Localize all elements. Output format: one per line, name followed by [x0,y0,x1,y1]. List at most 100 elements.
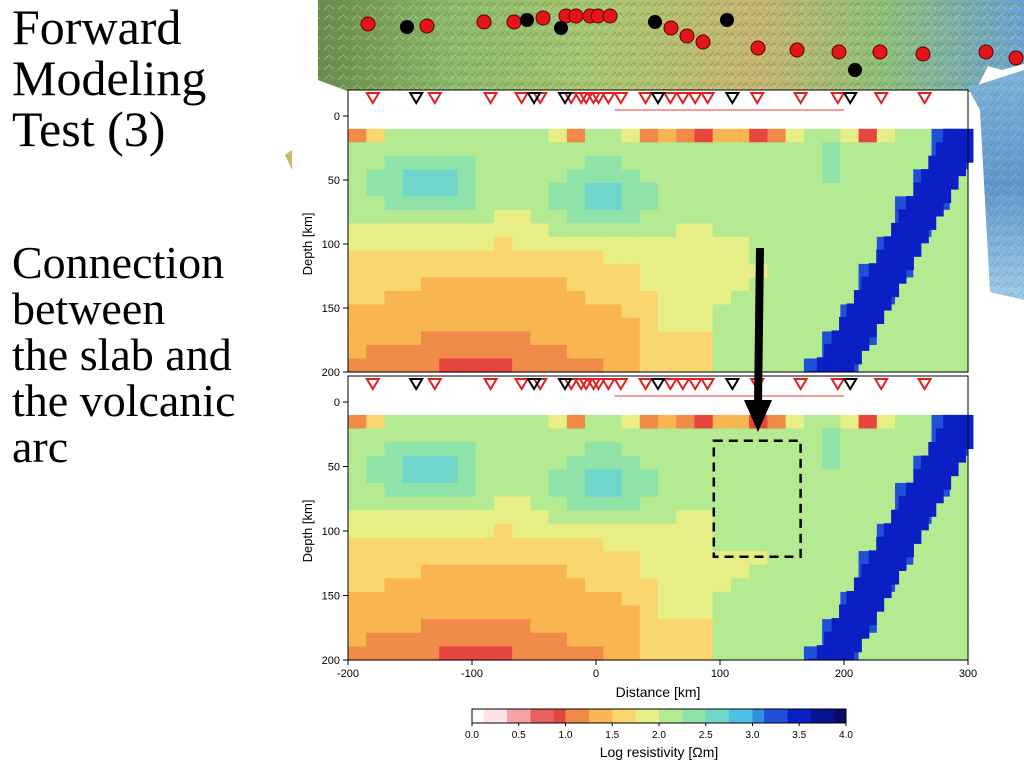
resistivity-cell [420,344,440,360]
resistivity-cell [402,455,422,470]
resistivity-cell [876,209,896,224]
resistivity-cell [585,182,604,197]
resistivity-cell [566,290,586,306]
resistivity-cell [767,442,787,457]
resistivity-cell [530,496,550,511]
resistivity-cell [475,523,495,539]
resistivity-cell [767,523,787,539]
resistivity-cell [803,209,823,224]
resistivity-cell [749,182,769,197]
resistivity-cell [803,564,823,579]
resistivity-cell [822,304,841,319]
resistivity-cell [658,564,677,579]
colorbar-swatch [472,709,485,723]
resistivity-cell [730,646,750,661]
resistivity-cell [840,277,860,292]
resistivity-cell [366,414,386,430]
site-marker-red [916,92,933,105]
resistivity-cell [530,564,550,579]
map-marker-black [848,63,862,77]
resistivity-cell [840,455,860,470]
site-marker-red [578,378,594,391]
resistivity-cell [858,250,878,265]
resistivity-cell [475,537,495,552]
resistivity-cell [931,551,951,566]
resistivity-cell [785,605,805,620]
slab-segment [943,128,952,204]
resistivity-cell [348,169,367,184]
resistivity-cell [384,537,404,552]
resistivity-cell [603,277,623,292]
resistivity-cell [621,304,641,319]
resistivity-cell [840,263,860,279]
resistivity-cell [566,155,586,170]
resistivity-cell [876,414,896,430]
resistivity-cell [475,482,495,498]
resistivity-cell [402,331,422,346]
resistivity-cell [566,632,586,647]
resistivity-cell [767,537,787,552]
resistivity-cell [694,182,714,197]
resistivity-cell [767,564,787,579]
resistivity-cell [785,169,805,184]
panel-frame [347,375,969,661]
resistivity-cell [585,442,604,457]
resistivity-cell [621,482,641,498]
resistivity-cell [384,358,404,373]
resistivity-cell [840,169,860,184]
resistivity-cell [840,442,860,457]
resistivity-cell [348,223,367,238]
resistivity-cell [822,196,841,211]
resistivity-cell [876,331,896,346]
resistivity-cell [949,358,969,373]
resistivity-cell [767,250,787,265]
colorbar-swatch [834,709,847,723]
resistivity-cell [439,510,459,525]
resistivity-cell [676,591,696,607]
resistivity-cell [767,196,787,211]
resistivity-cell [621,578,641,593]
resistivity-cell [603,646,623,661]
site-marker-red [513,92,530,105]
resistivity-cell [639,510,659,525]
resistivity-cell [895,142,914,157]
resistivity-cell [603,317,623,333]
resistivity-cell [858,182,878,197]
colorbar-tick-label: 4.0 [839,730,853,741]
resistivity-cell [530,209,550,224]
resistivity-cell [639,523,659,539]
resistivity-cell [548,358,568,373]
resistivity-cell [658,605,677,620]
resistivity-cell [785,142,805,157]
resistivity-cell [895,128,914,143]
map-marker-black [720,13,734,27]
resistivity-cell [767,223,787,238]
resistivity-cell [585,142,604,157]
resistivity-cell [530,591,550,607]
resistivity-cell [384,564,404,579]
resistivity-cell [475,344,495,360]
slab-segment [868,263,877,338]
resistivity-cell [676,331,696,346]
site-marker-black [526,92,542,105]
resistivity-cell [512,537,531,552]
resistivity-cell [822,428,841,443]
slab-segment [965,128,974,163]
site-marker-black [724,378,741,391]
resistivity-cell [348,317,367,333]
resistivity-cell [585,304,604,319]
slab-segment [824,631,833,660]
resistivity-cell [712,496,732,511]
x-tick-label: -200 [337,668,359,680]
slab-segment [950,414,959,477]
resistivity-cell [475,442,495,457]
colorbar-swatch [670,709,683,723]
resistivity-cell [457,317,477,333]
resistivity-cell [457,496,477,511]
map-marker-black [554,21,568,35]
resistivity-cell [439,619,459,634]
resistivity-cell [712,469,732,484]
resistivity-cell [512,250,531,265]
resistivity-cell [767,428,787,443]
resistivity-cell [840,510,860,525]
